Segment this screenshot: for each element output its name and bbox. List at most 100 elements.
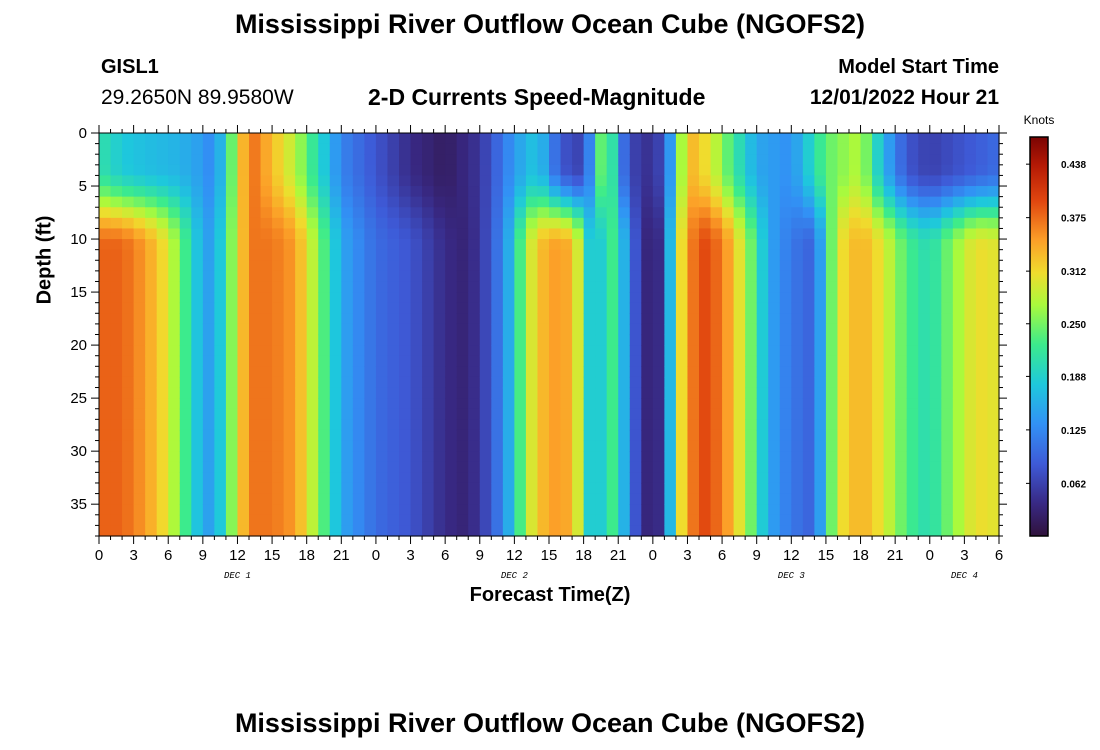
- heatmap-cell: [941, 366, 954, 378]
- heatmap-cell: [99, 313, 112, 325]
- heatmap-cell: [629, 419, 642, 431]
- heatmap-cell: [664, 302, 677, 314]
- heatmap-cell: [641, 239, 654, 251]
- heatmap-cell: [699, 366, 712, 378]
- heatmap-cell: [191, 451, 204, 463]
- heatmap-cell: [225, 175, 239, 187]
- heatmap-cell: [710, 228, 723, 240]
- heatmap-cell: [710, 186, 723, 198]
- heatmap-cell: [549, 472, 562, 484]
- heatmap-cell: [306, 366, 319, 378]
- heatmap-cell: [837, 302, 850, 314]
- heatmap-cell: [641, 196, 654, 208]
- heatmap-cell: [260, 270, 273, 283]
- heatmap-cell: [295, 154, 308, 166]
- heatmap-cell: [560, 408, 573, 420]
- heatmap-cell: [606, 281, 619, 293]
- heatmap-cell: [641, 313, 654, 325]
- heatmap-cell: [549, 270, 562, 283]
- heatmap-cell: [387, 345, 400, 357]
- heatmap-cell: [145, 514, 158, 526]
- heatmap-cell: [710, 408, 723, 420]
- heatmap-cell: [710, 525, 723, 537]
- heatmap-cell: [895, 313, 908, 325]
- heatmap-cell: [249, 366, 262, 378]
- heatmap-cell: [952, 334, 965, 346]
- heatmap-cell: [929, 133, 942, 145]
- heatmap-cell: [122, 387, 135, 399]
- heatmap-cell: [341, 334, 354, 346]
- heatmap-cell: [583, 387, 596, 399]
- heatmap-cell: [895, 207, 908, 219]
- heatmap-cell: [272, 387, 285, 399]
- heatmap-cell: [364, 302, 377, 314]
- heatmap-cell: [514, 461, 527, 473]
- heatmap-cell: [295, 186, 308, 198]
- heatmap-cell: [699, 270, 712, 283]
- heatmap-cell: [99, 281, 112, 293]
- heatmap-cell: [110, 196, 123, 208]
- heatmap-cell: [179, 376, 192, 389]
- heatmap-cell: [295, 228, 308, 240]
- heatmap-cell: [260, 302, 273, 314]
- heatmap-cell: [214, 143, 227, 155]
- heatmap-cell: [502, 408, 515, 420]
- day-label: DEC 4: [951, 571, 978, 581]
- x-tick-label: 0: [372, 547, 380, 564]
- heatmap-cell: [549, 451, 562, 463]
- heatmap-cell: [445, 345, 458, 357]
- heatmap-cell: [387, 207, 400, 219]
- heatmap-cell: [387, 366, 400, 378]
- heatmap-cell: [422, 398, 435, 410]
- heatmap-cell: [399, 504, 412, 516]
- heatmap-cell: [618, 249, 631, 261]
- heatmap-cell: [479, 376, 492, 389]
- heatmap-cell: [849, 270, 862, 283]
- heatmap-cell: [272, 493, 285, 505]
- heatmap-cell: [456, 345, 469, 357]
- heatmap-cell: [583, 143, 596, 155]
- heatmap-cell: [618, 239, 631, 251]
- heatmap-cell: [318, 345, 331, 357]
- y-axis-label: Depth (ft): [33, 215, 56, 305]
- heatmap-cell: [375, 207, 389, 219]
- heatmap-cell: [502, 334, 515, 346]
- heatmap-cell: [295, 472, 308, 484]
- heatmap-cell: [756, 334, 769, 346]
- heatmap-cell: [699, 164, 712, 177]
- heatmap-cell: [168, 504, 181, 516]
- heatmap-cell: [329, 440, 342, 452]
- heatmap-cell: [802, 186, 815, 198]
- heatmap-cell: [722, 281, 735, 293]
- heatmap-cell: [375, 366, 389, 378]
- heatmap-cell: [872, 451, 885, 463]
- heatmap-cell: [779, 239, 792, 251]
- heatmap-cell: [583, 217, 596, 230]
- heatmap-cell: [987, 376, 1000, 389]
- heatmap-cell: [952, 451, 965, 463]
- heatmap-cell: [745, 504, 758, 516]
- heatmap-cell: [941, 493, 954, 505]
- heatmap-cell: [745, 175, 758, 187]
- heatmap-cell: [491, 281, 504, 293]
- heatmap-cell: [179, 345, 192, 357]
- heatmap-cell: [375, 143, 389, 155]
- heatmap-cell: [202, 419, 215, 431]
- heatmap-cell: [295, 281, 308, 293]
- heatmap-cell: [514, 334, 527, 346]
- heatmap-cell: [525, 461, 539, 473]
- heatmap-cell: [156, 175, 169, 187]
- heatmap-cell: [110, 366, 123, 378]
- heatmap-cell: [779, 419, 792, 431]
- heatmap-cell: [375, 154, 389, 166]
- heatmap-cell: [145, 355, 158, 367]
- heatmap-cell: [768, 419, 781, 431]
- heatmap-cell: [825, 525, 839, 537]
- heatmap-cell: [745, 323, 758, 336]
- heatmap-cell: [941, 270, 954, 283]
- heatmap-cell: [664, 186, 677, 198]
- heatmap-cell: [606, 461, 619, 473]
- heatmap-cell: [802, 207, 815, 219]
- heatmap-cell: [410, 525, 423, 537]
- heatmap-cell: [952, 196, 965, 208]
